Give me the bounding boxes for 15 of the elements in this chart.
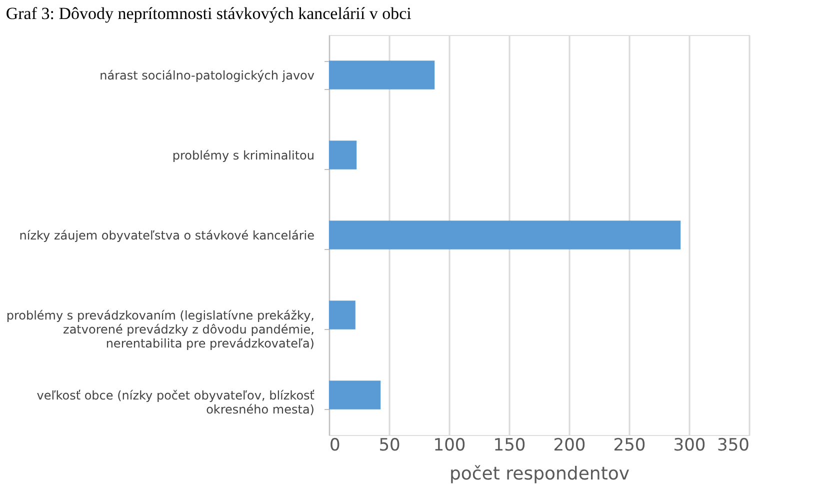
x-tick-label: 200 — [553, 436, 586, 456]
x-tick-label: 250 — [613, 436, 646, 456]
x-tick-label: 300 — [673, 436, 706, 456]
y-tick-label: problémy s kriminalitou — [172, 148, 314, 162]
y-tick-label: veľkosť obce (nízky počet obyvateľov, blízkosť okresného mesta) — [36, 388, 315, 416]
x-tick-label: 100 — [433, 436, 466, 456]
y-tick-label: nízky záujem obyvateľstva o stávkové kancelárie — [19, 228, 314, 242]
x-tick-label: 50 — [378, 436, 400, 456]
chart-title: Graf 3: Dôvody neprítomnosti stávkových kancelárií v obci — [6, 4, 412, 23]
x-axis-title: počet respondentov — [449, 464, 630, 484]
x-tick-label: 0 — [330, 436, 340, 456]
y-tick-label: nárast sociálno-patologických javov — [100, 68, 314, 82]
y-tick-label: problémy s prevádzkovaním (legislatívne prekážky, zatvorené prevádzky z dôvodu pandémie, nerentabilita pre prevádzkovateľa) — [6, 308, 314, 350]
x-tick-label: 150 — [493, 436, 526, 456]
x-tick-label: 350 — [717, 436, 750, 456]
